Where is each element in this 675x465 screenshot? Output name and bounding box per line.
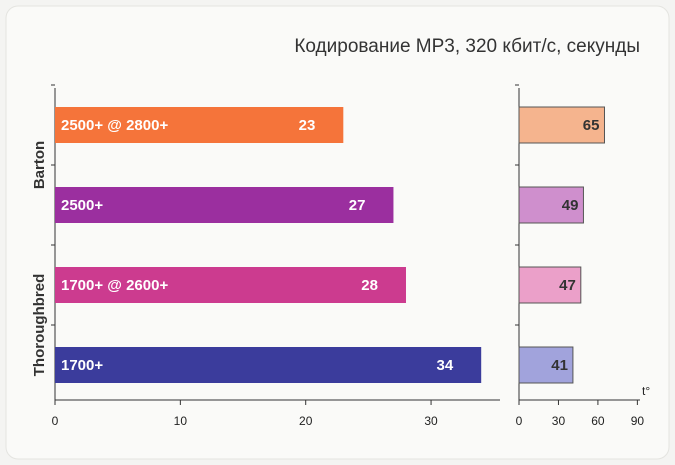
group-label: Barton xyxy=(31,141,48,189)
value-label: 23 xyxy=(299,117,316,134)
bar xyxy=(518,346,574,384)
category-label: 2500+ xyxy=(61,197,103,214)
value-label: 28 xyxy=(361,277,378,294)
group-label: Thoroughbred xyxy=(31,274,48,376)
category-label: 1700+ @ 2600+ xyxy=(61,277,168,294)
category-label: 2500+ @ 2800+ xyxy=(61,117,168,134)
value-label: 34 xyxy=(437,357,454,374)
bar xyxy=(518,186,584,224)
bar xyxy=(55,267,406,303)
x-tick-label: 30 xyxy=(424,414,438,428)
chart-title: Кодирование MP3, 320 кбит/с, секунды xyxy=(294,36,640,57)
bar xyxy=(55,347,482,383)
bar xyxy=(55,107,344,143)
value-label: 65 xyxy=(583,117,600,134)
x-tick-label: 60 xyxy=(591,414,605,428)
bar xyxy=(55,187,394,223)
bar xyxy=(518,106,605,144)
x-axis-label: t° xyxy=(642,384,650,398)
x-tick-label: 0 xyxy=(516,414,523,428)
bar xyxy=(518,266,582,304)
value-label: 41 xyxy=(551,357,568,374)
value-label: 49 xyxy=(562,197,579,214)
x-tick-label: 20 xyxy=(299,414,313,428)
x-tick-label: 10 xyxy=(174,414,188,428)
panel xyxy=(5,5,670,460)
value-label: 47 xyxy=(559,277,576,294)
x-tick-label: 30 xyxy=(552,414,566,428)
x-tick-label: 90 xyxy=(631,414,645,428)
category-label: 1700+ xyxy=(61,357,103,374)
x-tick-label: 0 xyxy=(52,414,59,428)
value-label: 27 xyxy=(349,197,366,214)
